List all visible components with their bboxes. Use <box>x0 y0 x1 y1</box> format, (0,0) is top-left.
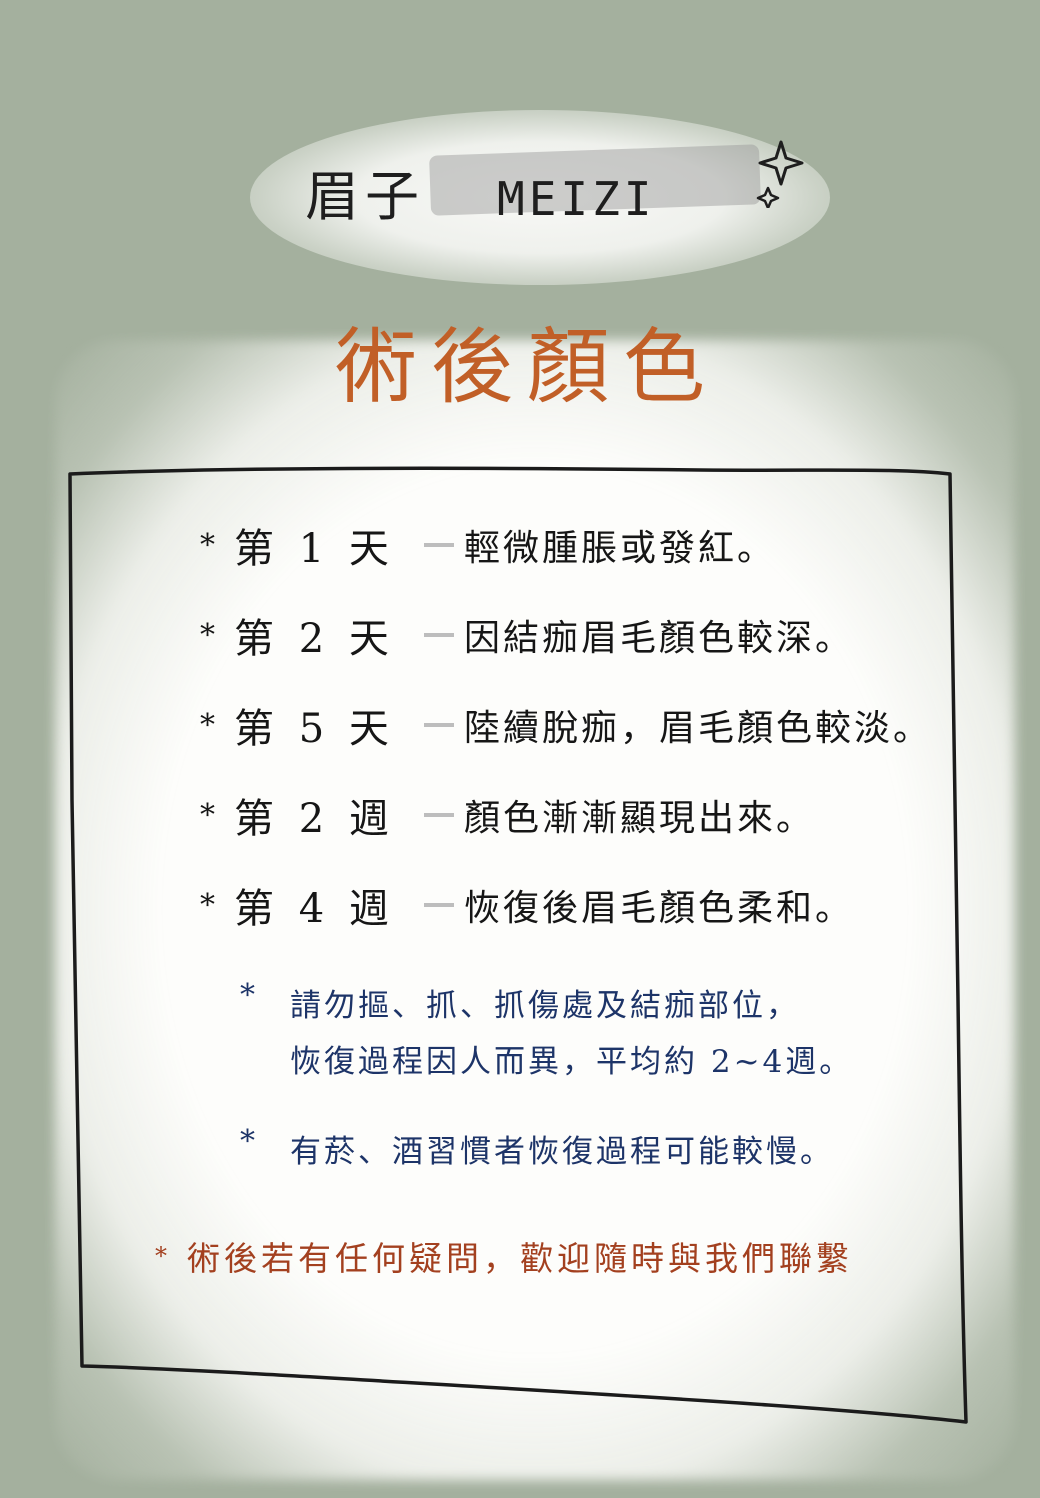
dash-divider <box>424 633 454 637</box>
day-description: 陸續脫痂，眉毛顏色較淡。 <box>464 708 933 749</box>
asterisk-icon: * <box>200 887 215 923</box>
dash-divider <box>424 813 454 817</box>
day-description: 因結痂眉毛顏色較深。 <box>464 618 855 659</box>
day-period: 第 4 週 <box>234 886 395 932</box>
day-period: 第 5 天 <box>234 706 395 752</box>
brand-logo: 眉子 MEIZI <box>305 152 655 231</box>
care-note-line: 恢復過程因人而異，平均約 2~4週。 <box>290 1044 854 1080</box>
asterisk-icon: * <box>200 707 215 743</box>
care-note-line: 請勿摳、抓、抓傷處及結痂部位， <box>290 988 800 1024</box>
list-item: * 第 2 週 顏色漸漸顯現出來。 <box>200 770 960 860</box>
page-title: 術後顏色 <box>334 320 719 415</box>
list-item: * 第 5 天 陸續脫痂，眉毛顏色較淡。 <box>200 680 960 770</box>
dash-divider <box>424 903 454 907</box>
footer-note: * 術後若有任何疑問，歡迎隨時與我們聯繫 <box>155 1232 853 1280</box>
care-note: * 請勿摳、抓、抓傷處及結痂部位， 恢復過程因人而異，平均約 2~4週。 <box>240 978 930 1090</box>
sparkle-icon <box>756 140 804 208</box>
asterisk-icon: * <box>240 978 255 1013</box>
day-description: 恢復後眉毛顏色柔和。 <box>464 888 855 929</box>
day-description: 顏色漸漸顯現出來。 <box>464 798 816 839</box>
brand-glow <box>250 110 830 285</box>
asterisk-icon: * <box>240 1124 255 1159</box>
care-note: * 有菸、酒習慣者恢復過程可能較慢。 <box>240 1124 930 1180</box>
dash-divider <box>424 543 454 547</box>
day-list: * 第 1 天 輕微腫脹或發紅。 * 第 2 天 因結痂眉毛顏色較深。 * 第 … <box>200 500 960 950</box>
list-item: * 第 4 週 恢復後眉毛顏色柔和。 <box>200 860 960 950</box>
day-period: 第 1 天 <box>234 526 395 572</box>
day-description: 輕微腫脹或發紅。 <box>464 528 777 569</box>
asterisk-icon: * <box>155 1242 167 1270</box>
care-notes: * 請勿摳、抓、抓傷處及結痂部位， 恢復過程因人而異，平均約 2~4週。 * 有… <box>240 978 930 1214</box>
list-item: * 第 2 天 因結痂眉毛顏色較深。 <box>200 590 960 680</box>
care-note-text: 請勿摳、抓、抓傷處及結痂部位， 恢復過程因人而異，平均約 2~4週。 <box>290 978 853 1090</box>
asterisk-icon: * <box>200 617 215 653</box>
brand-name-en: MEIZI <box>497 172 656 226</box>
asterisk-icon: * <box>200 527 215 563</box>
care-note-line: 有菸、酒習慣者恢復過程可能較慢。 <box>290 1134 834 1170</box>
day-period: 第 2 週 <box>234 796 395 842</box>
dash-divider <box>424 723 454 727</box>
brand-name-zh: 眉子 <box>305 165 425 228</box>
list-item: * 第 1 天 輕微腫脹或發紅。 <box>200 500 960 590</box>
day-period: 第 2 天 <box>234 616 395 662</box>
footer-text: 術後若有任何疑問，歡迎隨時與我們聯繫 <box>187 1239 853 1278</box>
care-note-text: 有菸、酒習慣者恢復過程可能較慢。 <box>290 1124 834 1180</box>
asterisk-icon: * <box>200 797 215 833</box>
